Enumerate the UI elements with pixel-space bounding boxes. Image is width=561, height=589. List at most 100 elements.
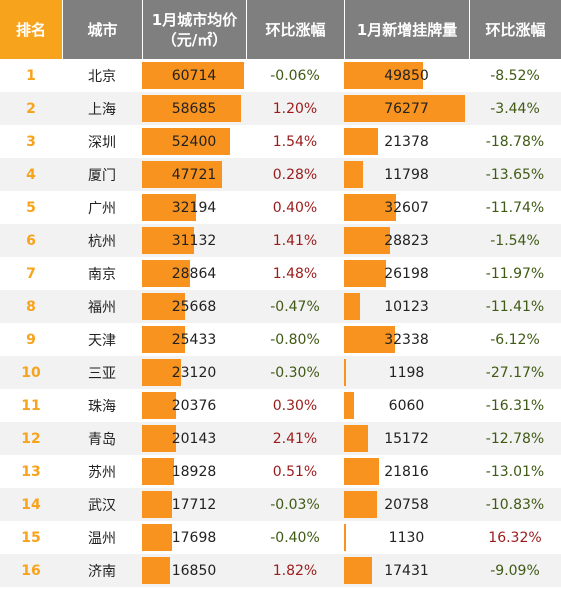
listings-bar <box>344 425 368 452</box>
price-mom-cell: 0.40% <box>272 199 318 216</box>
city-cell: 苏州 <box>88 464 116 481</box>
listings-value: 1130 <box>388 529 425 546</box>
listings-value: 32607 <box>384 199 429 216</box>
price-mom-cell: -0.30% <box>270 364 320 381</box>
listings-bar <box>344 128 378 155</box>
price-mom-cell: -0.06% <box>270 67 320 84</box>
city-cell: 福州 <box>88 299 116 316</box>
price-value: 25433 <box>171 331 217 348</box>
listings-value: 1198 <box>388 364 425 381</box>
price-value: 23120 <box>171 364 217 381</box>
listings-bar <box>344 62 423 89</box>
price-bar <box>142 260 190 287</box>
price-value: 20143 <box>171 430 217 447</box>
city-cell: 武汉 <box>88 497 116 514</box>
price-value: 20376 <box>171 397 217 414</box>
listings-value: 21816 <box>384 463 429 480</box>
header-new-listings: 1月新增挂牌量 <box>344 0 469 59</box>
rank-cell: 14 <box>21 496 41 513</box>
listing-mom-cell: -9.09% <box>490 562 540 579</box>
city-cell: 济南 <box>88 563 116 580</box>
header-listing-mom: 环比涨幅 <box>469 0 561 59</box>
listing-mom-cell: -8.52% <box>490 67 540 84</box>
price-value: 17712 <box>171 496 217 513</box>
rank-cell: 9 <box>26 331 36 348</box>
listings-value: 21378 <box>384 133 429 150</box>
listings-value: 17431 <box>384 562 429 579</box>
price-value: 16850 <box>171 562 217 579</box>
table-row: 5 广州 32194 0.40% 32607 -11.74% <box>0 191 561 224</box>
listings-value: 11798 <box>384 166 429 183</box>
header-rank: 排名 <box>0 0 62 59</box>
city-cell: 深圳 <box>88 134 116 151</box>
rank-cell: 11 <box>21 397 41 414</box>
city-cell: 杭州 <box>88 233 116 250</box>
rank-cell: 15 <box>21 529 41 546</box>
price-bar <box>142 491 172 518</box>
rank-cell: 4 <box>26 166 36 183</box>
price-mom-cell: 1.41% <box>272 232 318 249</box>
price-value: 52400 <box>171 133 217 150</box>
listings-bar <box>344 557 372 584</box>
header-avg-price: 1月城市均价（元/㎡） <box>142 0 246 59</box>
listings-bar <box>344 95 465 122</box>
price-mom-cell: -0.47% <box>270 298 320 315</box>
price-value: 32194 <box>171 199 217 216</box>
rank-cell: 5 <box>26 199 36 216</box>
listing-mom-cell: -13.01% <box>485 463 545 480</box>
listings-bar <box>344 392 354 419</box>
price-bar <box>142 161 222 188</box>
city-cell: 三亚 <box>88 365 116 382</box>
listings-bar <box>344 326 395 353</box>
rank-cell: 16 <box>21 562 41 579</box>
listings-bar <box>344 293 360 320</box>
price-mom-cell: 0.28% <box>272 166 318 183</box>
price-mom-cell: 1.20% <box>272 100 318 117</box>
listing-mom-cell: -18.78% <box>485 133 545 150</box>
listings-bar <box>344 194 396 221</box>
city-cell: 南京 <box>88 266 116 283</box>
price-bar <box>142 293 185 320</box>
listings-bar <box>344 524 346 551</box>
price-bar <box>142 425 176 452</box>
price-value: 28864 <box>171 265 217 282</box>
price-bar <box>142 62 244 89</box>
table-row: 12 青岛 20143 2.41% 15172 -12.78% <box>0 422 561 455</box>
listing-mom-cell: -11.41% <box>485 298 545 315</box>
city-cell: 上海 <box>88 101 116 118</box>
table-row: 1 北京 60714 -0.06% 49850 -8.52% <box>0 59 561 92</box>
rank-cell: 10 <box>21 364 41 381</box>
price-value: 17698 <box>171 529 217 546</box>
listings-bar <box>344 359 346 386</box>
listings-bar <box>344 227 390 254</box>
rank-cell: 2 <box>26 100 36 117</box>
listings-bar <box>344 260 386 287</box>
price-value: 25668 <box>171 298 217 315</box>
listing-mom-cell: -6.12% <box>490 331 540 348</box>
listings-value: 49850 <box>384 67 429 84</box>
rank-cell: 8 <box>26 298 36 315</box>
price-bar <box>142 524 172 551</box>
listings-value: 28823 <box>384 232 429 249</box>
listing-mom-cell: -13.65% <box>485 166 545 183</box>
listing-mom-cell: -1.54% <box>490 232 540 249</box>
header-city: 城市 <box>62 0 142 59</box>
price-mom-cell: -0.03% <box>270 496 320 513</box>
price-mom-cell: -0.80% <box>270 331 320 348</box>
header-price-mom: 环比涨幅 <box>246 0 344 59</box>
table-row: 3 深圳 52400 1.54% 21378 -18.78% <box>0 125 561 158</box>
table-row: 6 杭州 31132 1.41% 28823 -1.54% <box>0 224 561 257</box>
table-row: 11 珠海 20376 0.30% 6060 -16.31% <box>0 389 561 422</box>
price-bar <box>142 458 174 485</box>
price-bar <box>142 392 176 419</box>
table-row: 10 三亚 23120 -0.30% 1198 -27.17% <box>0 356 561 389</box>
price-bar <box>142 557 170 584</box>
table-row: 8 福州 25668 -0.47% 10123 -11.41% <box>0 290 561 323</box>
price-value: 58685 <box>171 100 217 117</box>
price-bar <box>142 227 194 254</box>
price-value: 18928 <box>171 463 217 480</box>
listing-mom-cell: -27.17% <box>485 364 545 381</box>
price-mom-cell: 1.54% <box>272 133 318 150</box>
listing-mom-cell: -11.97% <box>485 265 545 282</box>
price-bar <box>142 128 230 155</box>
